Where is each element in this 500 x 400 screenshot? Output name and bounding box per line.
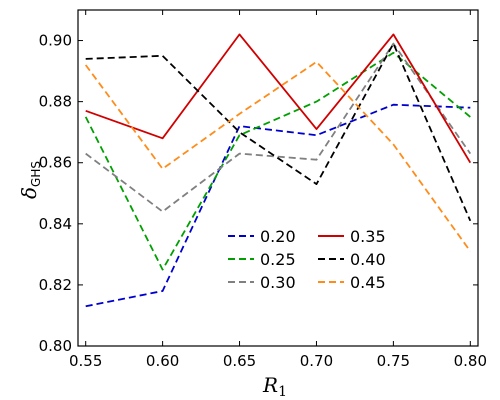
y-axis-ticks: 0.80 0.82 0.84 0.86 0.88 0.90	[39, 32, 478, 355]
series-line-0-30	[85, 42, 472, 213]
legend-label-0-45: 0.45	[350, 273, 386, 292]
series-line-0-35	[85, 33, 472, 164]
legend: 0.20 0.25 0.30 0.35 0.40 0.45	[228, 227, 386, 292]
legend-label-0-20: 0.20	[260, 227, 296, 246]
y-axis-label: δGHS	[17, 161, 43, 199]
y-tick-label: 0.84	[39, 215, 72, 233]
y-tick-label: 0.82	[39, 276, 72, 294]
y-tick-label: 0.88	[39, 93, 72, 111]
legend-label-0-30: 0.30	[260, 273, 296, 292]
x-tick-label: 0.75	[377, 352, 410, 370]
y-axis-label-main: δ	[17, 187, 41, 199]
legend-label-0-40: 0.40	[350, 250, 386, 269]
legend-label-0-35: 0.35	[350, 227, 386, 246]
x-axis-label-main: R	[262, 373, 278, 397]
y-axis-label-sub: GHS	[29, 161, 43, 187]
x-tick-label: 0.60	[146, 352, 179, 370]
x-tick-label: 0.55	[69, 352, 102, 370]
y-tick-label: 0.80	[39, 337, 72, 355]
x-tick-label: 0.65	[223, 352, 256, 370]
series-lines	[84, 33, 472, 308]
series-line-0-40	[85, 42, 472, 222]
y-tick-label: 0.90	[39, 32, 72, 50]
x-tick-label: 0.80	[454, 352, 487, 370]
series-line-0-45	[84, 61, 472, 252]
series-line-0-20	[85, 103, 471, 308]
plot-frame	[77, 9, 479, 347]
x-axis-label: R1	[262, 373, 287, 400]
y-tick-label: 0.86	[39, 154, 72, 172]
x-tick-label: 0.70	[300, 352, 333, 370]
x-axis-ticks: 0.55 0.60 0.65 0.70 0.75 0.80	[69, 10, 487, 370]
x-axis-label-sub: 1	[278, 384, 287, 400]
legend-label-0-25: 0.25	[260, 250, 296, 269]
